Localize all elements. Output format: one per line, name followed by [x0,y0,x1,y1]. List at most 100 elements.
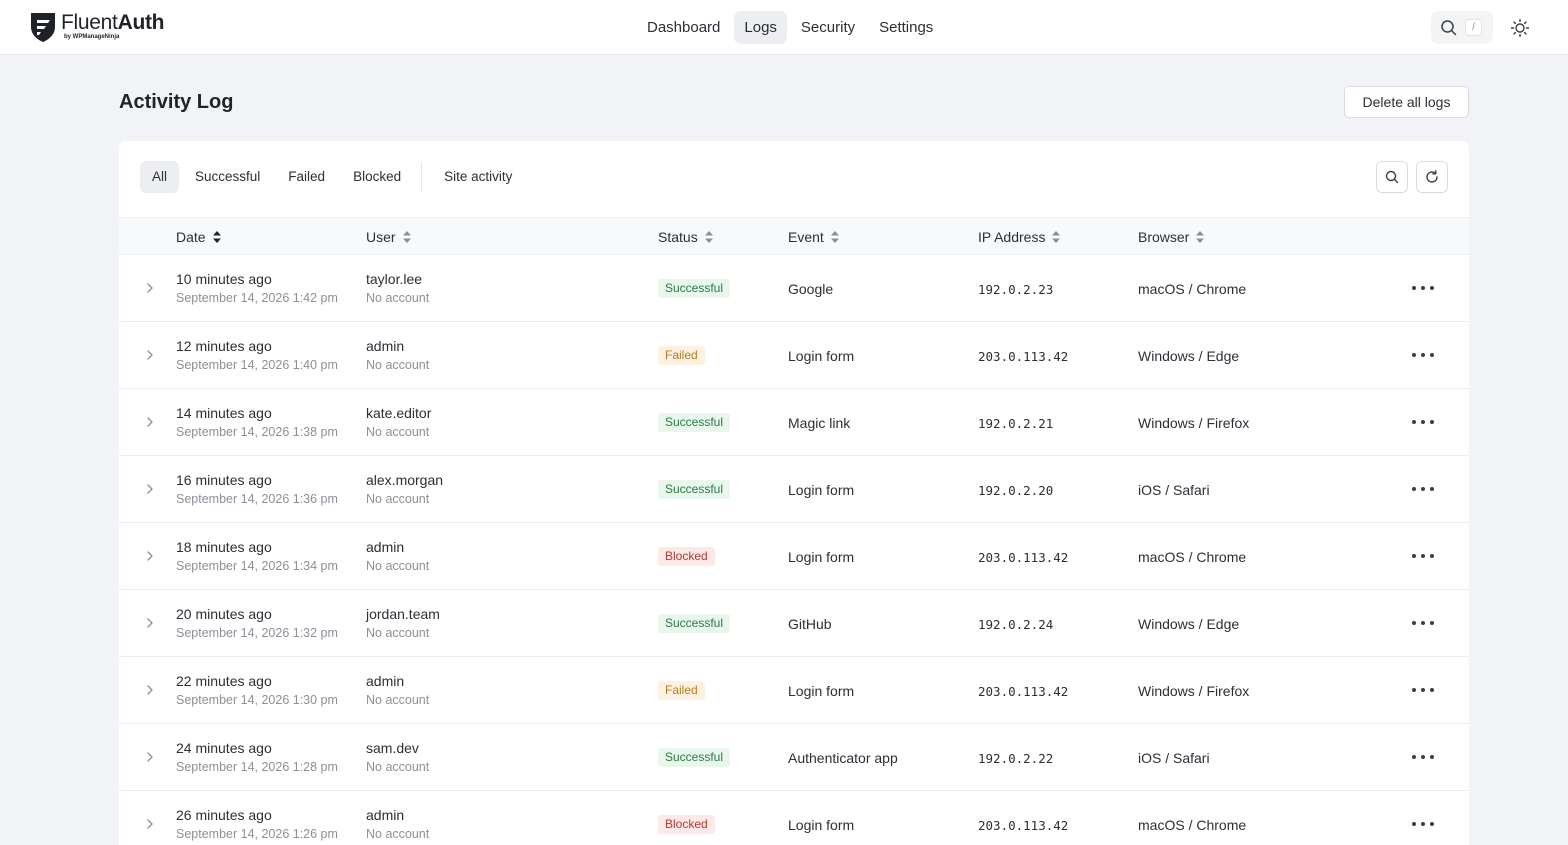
expand-chevron-icon[interactable] [144,348,156,362]
logo[interactable]: FluentAuth by WPManageNinja [29,11,165,43]
page-title: Activity Log [119,91,234,113]
row-actions-menu-icon[interactable] [1412,683,1434,697]
status-badge: Blocked [658,547,715,566]
row-actions-menu-icon[interactable] [1412,750,1434,764]
table-row[interactable]: 26 minutes ago September 14, 2026 1:26 pm… [119,791,1469,845]
column-header-date[interactable]: Date [176,218,222,256]
refresh-button[interactable] [1416,161,1448,193]
row-actions-menu-icon[interactable] [1412,348,1434,362]
relative-time: 22 minutes ago [176,673,272,689]
ip-address-cell: 192.0.2.22 [978,751,1054,766]
event-cell: Magic link [788,415,851,431]
table-search-button[interactable] [1376,161,1408,193]
row-actions-menu-icon[interactable] [1412,616,1434,630]
relative-time: 16 minutes ago [176,472,272,488]
row-actions-menu-icon[interactable] [1412,281,1434,295]
account-status: No account [366,827,430,841]
tab-site-activity[interactable]: Site activity [444,169,513,184]
username: admin [366,338,405,354]
user-cell: admin No account [366,805,429,843]
relative-time: 24 minutes ago [176,740,272,756]
table-row[interactable]: 14 minutes ago September 14, 2026 1:38 pm… [119,389,1469,456]
sort-icon [830,231,839,243]
status-badge: Successful [658,279,731,298]
username: admin [366,539,405,555]
table-row[interactable]: 10 minutes ago September 14, 2026 1:42 pm… [119,255,1469,322]
delete-all-logs-button[interactable]: Delete all logs [1344,86,1469,118]
search-icon [1441,20,1457,36]
user-cell: jordan.team No account [366,604,440,642]
username: kate.editor [366,405,432,421]
table-header: Date User Status Event IP Address Browse… [119,217,1469,255]
sort-icon [402,231,411,243]
browser-cell: Windows / Edge [1138,348,1240,364]
column-header-user[interactable]: User [366,218,412,256]
date-cell: 16 minutes ago September 14, 2026 1:36 pm [176,470,338,508]
user-cell: kate.editor No account [366,403,431,441]
event-cell: Login form [788,817,855,833]
expand-chevron-icon[interactable] [144,415,156,429]
browser-cell: macOS / Chrome [1138,281,1247,297]
row-actions-menu-icon[interactable] [1412,817,1434,831]
status-badge: Successful [658,614,731,633]
sort-active-icon [212,231,221,243]
tab-all[interactable]: All [140,161,180,193]
column-header-browser[interactable]: Browser [1138,218,1205,256]
sun-icon [1510,18,1530,38]
column-header-ip-address[interactable]: IP Address [978,218,1061,256]
username: admin [366,673,405,689]
account-status: No account [366,291,430,305]
column-header-status[interactable]: Status [658,218,714,256]
event-cell: Google [788,281,834,297]
global-search-button[interactable]: / [1431,11,1493,44]
event-cell: Login form [788,683,855,699]
table-row[interactable]: 16 minutes ago September 14, 2026 1:36 pm… [119,456,1469,523]
column-header-label: Browser [1138,229,1190,245]
nav-security[interactable]: Security [800,19,856,36]
table-row[interactable]: 18 minutes ago September 14, 2026 1:34 pm… [119,523,1469,590]
relative-time: 20 minutes ago [176,606,272,622]
tab-successful[interactable]: Successful [195,169,261,184]
brand-name: FluentAuth [61,11,165,34]
table-row[interactable]: 20 minutes ago September 14, 2026 1:32 pm… [119,590,1469,657]
ip-address-cell: 203.0.113.42 [978,684,1069,699]
account-status: No account [366,425,430,439]
row-actions-menu-icon[interactable] [1412,482,1434,496]
top-bar: FluentAuth by WPManageNinja Dashboard Lo… [0,0,1568,55]
expand-chevron-icon[interactable] [144,683,156,697]
tab-failed[interactable]: Failed [288,169,326,184]
status-badge: Successful [658,748,731,767]
table-row[interactable]: 24 minutes ago September 14, 2026 1:28 pm… [119,724,1469,791]
expand-chevron-icon[interactable] [144,750,156,764]
expand-chevron-icon[interactable] [144,616,156,630]
nav-dashboard[interactable]: Dashboard [647,19,721,36]
row-actions-menu-icon[interactable] [1412,415,1434,429]
ip-address-cell: 192.0.2.20 [978,483,1054,498]
expand-chevron-icon[interactable] [144,549,156,563]
ip-address-cell: 203.0.113.42 [978,818,1069,833]
browser-cell: Windows / Firefox [1138,415,1250,431]
expand-chevron-icon[interactable] [144,817,156,831]
nav-logs[interactable]: Logs [734,11,787,44]
sort-icon [1052,231,1061,243]
table-row[interactable]: 12 minutes ago September 14, 2026 1:40 pm… [119,322,1469,389]
event-cell: Authenticator app [788,750,898,766]
theme-toggle-button[interactable] [1508,16,1532,40]
browser-cell: Windows / Firefox [1138,683,1250,699]
column-header-event[interactable]: Event [788,218,840,256]
table-row[interactable]: 22 minutes ago September 14, 2026 1:30 pm… [119,657,1469,724]
expand-chevron-icon[interactable] [144,482,156,496]
expand-chevron-icon[interactable] [144,281,156,295]
row-actions-menu-icon[interactable] [1412,549,1434,563]
sort-icon [704,231,713,243]
activity-log-card: All Successful Failed Blocked Site activ… [119,141,1469,845]
search-icon [1385,170,1399,184]
nav-settings[interactable]: Settings [879,19,934,36]
full-datetime: September 14, 2026 1:34 pm [176,559,338,573]
browser-cell: macOS / Chrome [1138,817,1247,833]
tab-blocked[interactable]: Blocked [353,169,402,184]
full-datetime: September 14, 2026 1:28 pm [176,760,338,774]
browser-cell: Windows / Edge [1138,616,1240,632]
date-cell: 24 minutes ago September 14, 2026 1:28 pm [176,738,338,776]
relative-time: 10 minutes ago [176,271,272,287]
